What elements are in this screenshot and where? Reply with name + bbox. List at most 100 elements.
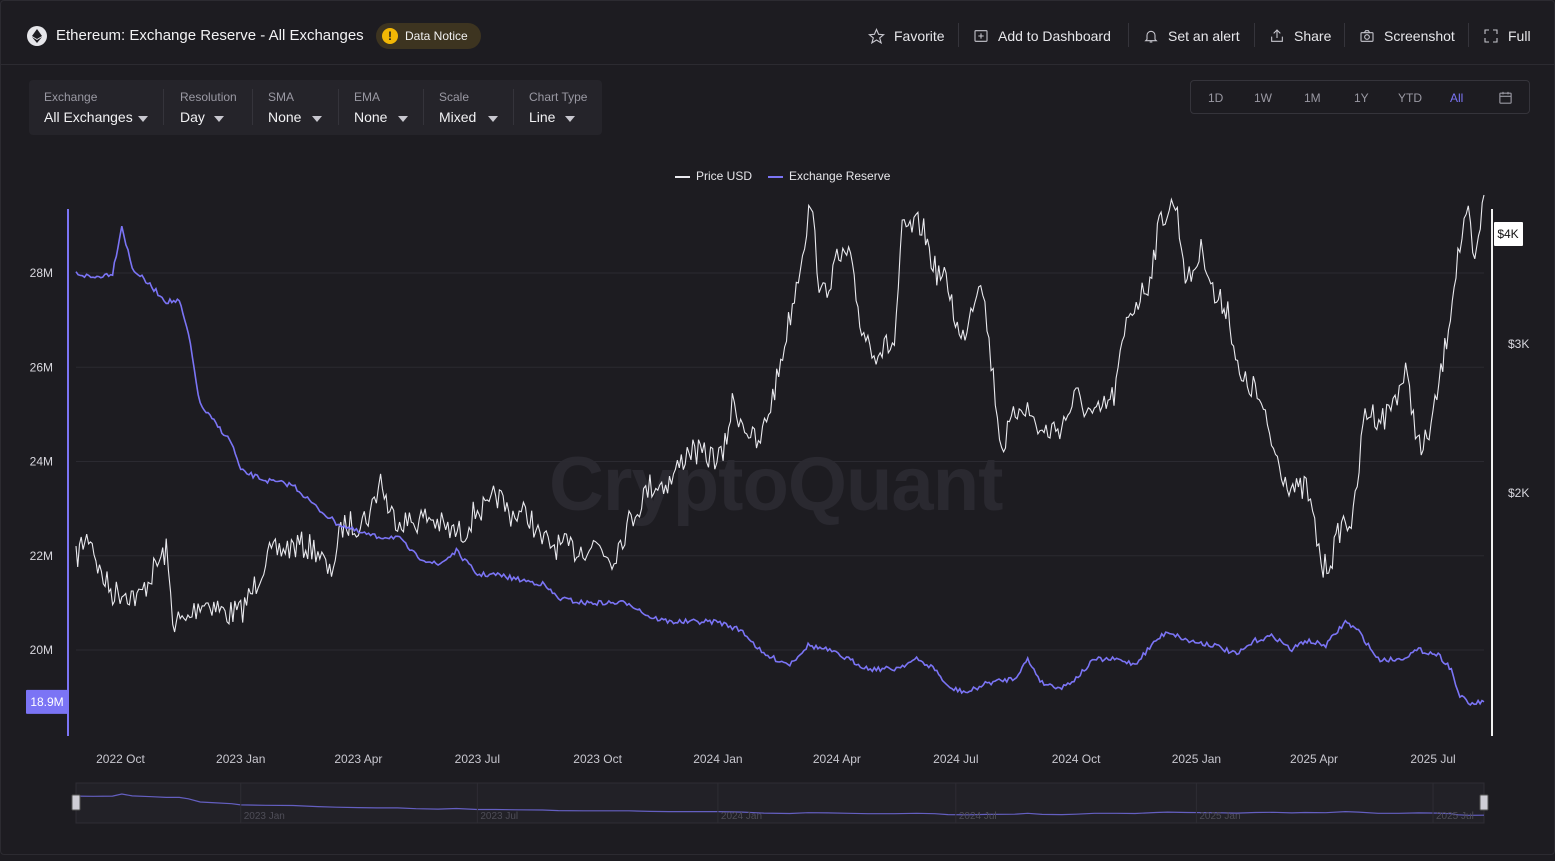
y-axis-left-tick-label: 28M [30, 266, 53, 280]
y-axis-left-tick-label: 24M [30, 455, 53, 469]
chevron-down-icon [398, 116, 408, 122]
chart-type-select-label: Chart Type [529, 90, 588, 104]
reserve-current-value-label: 18.9M [30, 695, 63, 709]
add-to-dashboard-button[interactable]: Add to Dashboard [973, 25, 1111, 47]
legend-swatch-price [675, 175, 690, 178]
divider [1468, 23, 1469, 47]
x-axis-tick-label: 2023 Oct [573, 752, 622, 766]
time-range-selector: 1D 1W 1M 1Y YTD All [1190, 80, 1530, 114]
navigator-tick-label: 2025 Jul [1436, 811, 1474, 822]
navigator-reserve-line [75, 793, 1485, 816]
range-all-button[interactable]: All [1450, 91, 1464, 105]
data-notice-label: Data Notice [405, 29, 468, 43]
x-axis-tick-label: 2023 Jan [216, 752, 265, 766]
exchange-select[interactable]: Exchange All Exchanges [44, 80, 169, 135]
sma-select-value: None [268, 109, 302, 125]
exchange-select-value: All Exchanges [44, 109, 133, 125]
divider [513, 89, 514, 125]
range-ytd-button[interactable]: YTD [1398, 91, 1422, 105]
scale-select-value: Mixed [439, 109, 477, 125]
range-navigator [75, 782, 1485, 824]
price-current-value-label: $4K [1497, 227, 1518, 241]
sma-select-label: SMA [268, 90, 295, 104]
add-to-dashboard-label: Add to Dashboard [998, 28, 1111, 44]
chevron-down-icon [214, 116, 224, 122]
set-alert-label: Set an alert [1168, 28, 1240, 44]
share-button[interactable]: Share [1269, 25, 1331, 47]
fullscreen-label: Full [1508, 28, 1531, 44]
x-axis-tick-label: 2023 Apr [334, 752, 382, 766]
divider [252, 89, 253, 125]
exchange-select-label: Exchange [44, 90, 98, 104]
share-label: Share [1294, 28, 1332, 44]
y-axis-left-tick-label: 20M [30, 643, 53, 657]
exchange-reserve-line [75, 226, 1485, 706]
range-1d-button[interactable]: 1D [1208, 91, 1224, 105]
resolution-select-value: Day [180, 109, 205, 125]
divider [423, 89, 424, 125]
chart-type-select[interactable]: Chart Type Line [529, 80, 599, 135]
legend-price[interactable]: Price USD [675, 169, 752, 185]
sma-select[interactable]: SMA None [268, 80, 338, 135]
scale-select[interactable]: Scale Mixed [439, 80, 514, 135]
x-axis-tick-label: 2024 Oct [1052, 752, 1101, 766]
divider [1344, 23, 1345, 47]
x-axis-tick-label: 2024 Jul [933, 752, 978, 766]
favorite-button[interactable]: Favorite [868, 25, 945, 47]
x-axis-tick-label: 2023 Jul [455, 752, 500, 766]
navigator-handle[interactable] [71, 794, 81, 811]
navigator-tick-label: 2024 Jul [959, 811, 997, 822]
page-title: Ethereum: Exchange Reserve - All Exchang… [56, 27, 364, 44]
ema-select-value: None [354, 109, 388, 125]
navigator-tick-label: 2023 Jul [480, 811, 518, 822]
price-usd-line [75, 194, 1485, 633]
navigator-tick-label: 2024 Jan [721, 811, 762, 822]
scale-select-label: Scale [439, 90, 470, 104]
resolution-select[interactable]: Resolution Day [180, 80, 250, 135]
range-1y-button[interactable]: 1Y [1354, 91, 1369, 105]
fullscreen-button[interactable]: Full [1483, 25, 1531, 47]
divider [1254, 23, 1255, 47]
y-axis-right-tick-label: $3K [1508, 337, 1529, 351]
data-notice-badge[interactable]: ! Data Notice [376, 23, 481, 49]
ethereum-logo-icon [27, 26, 47, 46]
ema-select-label: EMA [354, 90, 381, 104]
screenshot-label: Screenshot [1384, 28, 1455, 44]
screenshot-button[interactable]: Screenshot [1359, 25, 1455, 47]
legend-swatch-reserve [768, 175, 783, 178]
favorite-label: Favorite [894, 28, 945, 44]
divider [1128, 23, 1129, 47]
divider [338, 89, 339, 125]
share-icon [1271, 29, 1283, 42]
warning-icon: ! [382, 28, 398, 44]
add-dashboard-icon [974, 30, 988, 42]
x-axis-tick-label: 2024 Apr [813, 752, 861, 766]
chevron-down-icon [488, 116, 498, 122]
reserve-current-value-badge [26, 689, 68, 714]
range-1m-button[interactable]: 1M [1304, 91, 1321, 105]
chevron-down-icon [312, 116, 322, 122]
legend-label-price: Price USD [696, 169, 753, 183]
navigator-handle[interactable] [1479, 794, 1489, 811]
set-alert-button[interactable]: Set an alert [1143, 25, 1240, 47]
y-axis-left-tick-label: 22M [30, 549, 53, 563]
x-axis-tick-label: 2022 Oct [96, 752, 145, 766]
divider [163, 89, 164, 125]
chart-type-select-value: Line [529, 109, 556, 125]
range-1w-button[interactable]: 1W [1254, 91, 1272, 105]
price-current-value-badge [1494, 222, 1523, 246]
watermark: CryptoQuant [549, 442, 1003, 527]
camera-icon [1360, 30, 1374, 42]
x-axis-tick-label: 2025 Jul [1410, 752, 1455, 766]
chevron-down-icon [138, 116, 148, 122]
bell-icon [1144, 30, 1158, 43]
calendar-icon[interactable] [1498, 90, 1513, 105]
ema-select[interactable]: EMA None [354, 80, 424, 135]
legend-reserve[interactable]: Exchange Reserve [768, 169, 890, 185]
legend-label-reserve: Exchange Reserve [789, 169, 891, 183]
y-axis-left-tick-label: 26M [30, 360, 53, 374]
x-axis-tick-label: 2025 Apr [1290, 752, 1338, 766]
navigator-tick-label: 2023 Jan [244, 811, 285, 822]
